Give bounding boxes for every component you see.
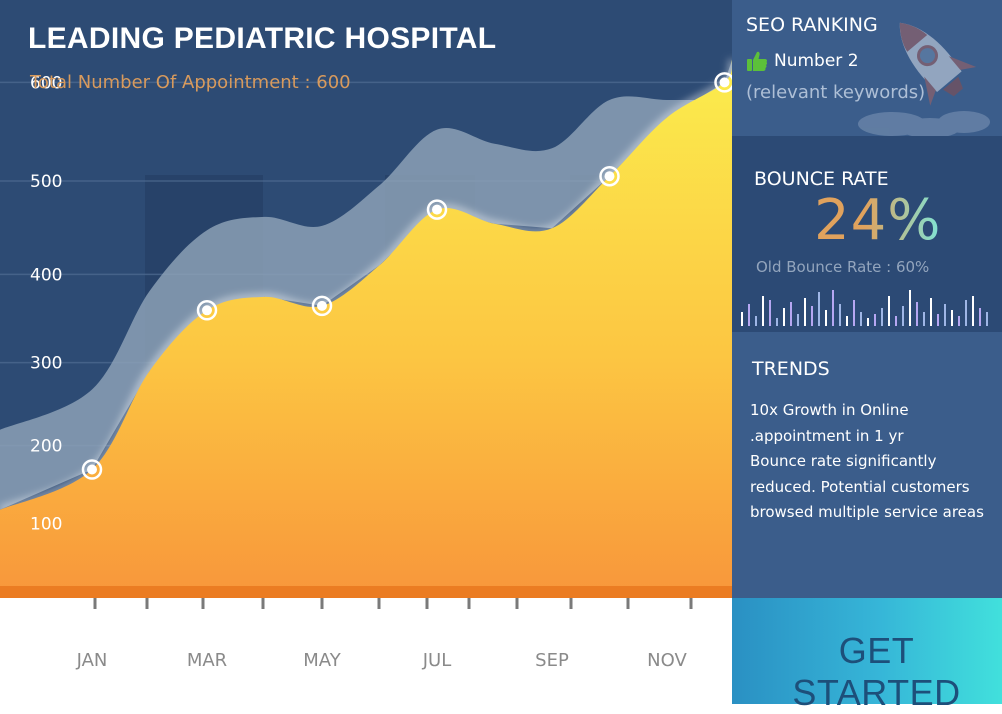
thumbs-up-icon [747,51,768,71]
data-point [719,77,730,88]
data-markers [81,72,732,480]
data-point [202,305,212,316]
wave-bar [846,316,848,326]
rocket-icon [858,22,990,136]
y-tick-label: 400 [30,265,62,285]
bounce-rate-card: BOUNCE RATE 24% Old Bounce Rate : 60% [732,136,1002,332]
data-point-ring [426,199,448,220]
data-point-ring [714,72,732,93]
wave-bar [888,296,890,326]
wave-bar [923,312,925,326]
total-appointments: Total Number Of Appointment : 600 [30,72,351,93]
page-title: LEADING PEDIATRIC HOSPITAL [28,22,497,55]
wave-bar [748,304,750,326]
appointments-area [0,60,732,598]
wave-bar [909,290,911,326]
wave-bar [965,300,967,326]
wave-bar [832,290,834,326]
trend-line: .appointment in 1 yr [750,426,904,445]
bounce-value: 24% [814,188,942,253]
trends-title: TRENDS [752,358,830,380]
chart-panel: 100 200 300 400 500 600 JAN MAR MAY JUL SEP NOV LE… [0,0,732,671]
y-tick-label: 600 [30,73,62,93]
seo-rank: Number 2 [774,51,859,71]
wave-bar [783,308,785,326]
data-point-ring [599,165,620,187]
area-chart: 100 200 300 400 500 600 JAN MAR MAY JUL SEP NOV [0,0,732,671]
y-axis: 100 200 300 400 500 600 [30,73,62,534]
y-tick-label: 500 [30,172,62,192]
old-bounce-rate: Old Bounce Rate : 60% [756,258,930,276]
wave-bar [881,308,883,326]
wave-bar [797,314,799,326]
wave-bar [825,310,827,326]
data-point [604,171,615,182]
wave-bar [867,318,869,326]
wave-bar [839,304,841,326]
trend-line: Bounce rate significantly [750,452,937,470]
wave-bar [860,312,862,326]
trends-text: 10x Growth in Online .appointment in 1 y… [750,398,1000,526]
trend-line: browsed multiple service areas [750,503,984,521]
x-tick-label: NOV [647,650,687,671]
data-point-ring [81,459,103,480]
x-tick-label: MAY [303,650,341,671]
bounce-title: BOUNCE RATE [754,168,889,190]
x-tick-label: MAR [187,650,227,671]
trend-line: 10x Growth in Online [750,401,909,419]
x-tick-label: JAN [76,650,108,671]
y-tick-label: 200 [30,437,62,457]
wave-bar [951,310,953,326]
wave-bar [902,306,904,326]
wave-bar [811,306,813,326]
get-started-label: GET STARTED [792,630,961,713]
wave-bar [790,302,792,326]
wave-bar [874,314,876,326]
wave-bar [979,308,981,326]
data-point-ring [196,300,218,321]
seo-ranking-card: SEO RANKING Number 2 (relevant keywords) [732,0,1002,136]
seo-title: SEO RANKING [746,14,878,36]
data-point [432,204,442,215]
data-point [87,464,97,475]
wave-bar [853,300,855,326]
audio-wave-decoration [741,290,988,326]
wave-bar [769,300,771,326]
seo-note: (relevant keywords) [746,82,926,103]
x-axis: JAN MAR MAY JUL SEP NOV [76,598,693,671]
wave-bar [762,296,764,326]
wave-bar [986,312,988,326]
wave-bar [930,298,932,326]
trends-card: TRENDS 10x Growth in Online .appointment… [732,332,1002,598]
x-tick-label: JUL [422,650,452,671]
data-point [317,300,327,311]
wave-bar [804,298,806,326]
wave-bar [741,312,743,326]
baseline-bar [0,586,732,598]
wave-bar [937,314,939,326]
wave-bar [944,304,946,326]
data-point-ring [311,295,333,317]
trend-line: reduced. Potential customers [750,477,970,496]
stats-sidebar: SEO RANKING Number 2 (relevant keywords)… [732,0,1002,713]
wave-bar [958,316,960,326]
wave-bar [895,316,897,326]
x-tick-label: SEP [535,650,569,671]
y-tick-label: 100 [30,514,62,534]
wave-bar [776,318,778,326]
get-started-button[interactable]: GET STARTED [732,598,1002,713]
y-tick-label: 300 [30,354,62,374]
wave-bar [916,302,918,326]
wave-bar [818,292,820,326]
upper-band-area [0,60,732,510]
wave-bar [755,316,757,326]
wave-bar [972,296,974,326]
